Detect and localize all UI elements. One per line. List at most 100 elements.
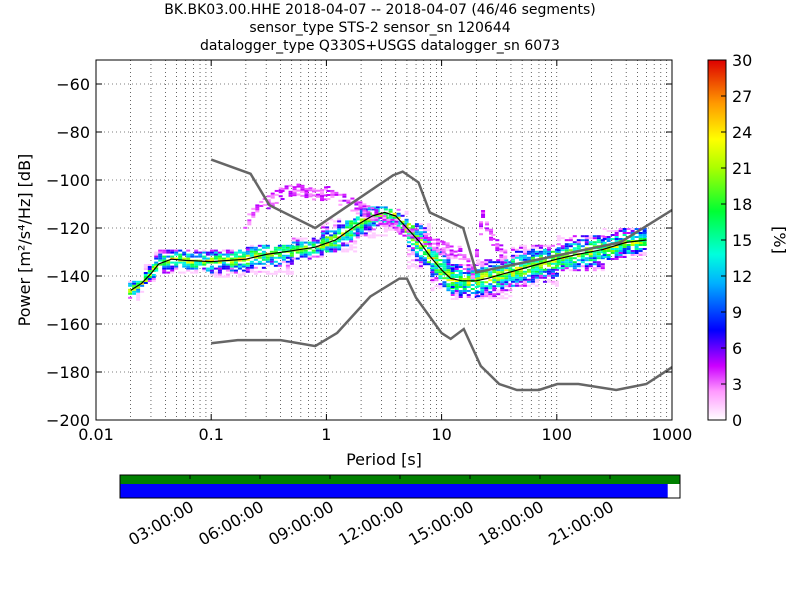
y-axis-label: Power [m²/s⁴/Hz] [dB] [15, 154, 34, 327]
histogram-cell [426, 241, 431, 244]
histogram-cell [225, 269, 230, 272]
histogram-cell [166, 251, 171, 254]
histogram-cell [414, 255, 419, 258]
histogram-cell [504, 275, 509, 278]
histogram-cell [560, 265, 565, 268]
histogram-cell [326, 198, 331, 200]
histogram-cell [602, 246, 607, 248]
histogram-cell [450, 282, 455, 284]
histogram-cell [281, 256, 286, 259]
histogram-cell [320, 197, 325, 200]
histogram-cell [337, 230, 342, 233]
histogram-cell [288, 194, 293, 197]
colorbar-tick-label: 21 [732, 159, 752, 178]
histogram-cell [213, 253, 218, 256]
histogram-cell [406, 253, 411, 256]
histogram-cell [198, 253, 203, 256]
histogram-cell [257, 244, 262, 247]
histogram-cell [428, 236, 433, 239]
histogram-cell [418, 267, 423, 270]
histogram-cell [568, 259, 573, 262]
histogram-cell [221, 267, 226, 270]
histogram-cell [202, 269, 207, 272]
histogram-cell [584, 243, 589, 246]
histogram-cell [374, 219, 379, 222]
histogram-cell [345, 224, 350, 227]
histogram-cell [534, 272, 539, 275]
histogram-cell [510, 256, 515, 259]
histogram-cell [538, 254, 543, 257]
histogram-cell [514, 278, 519, 281]
histogram-cell [237, 251, 242, 254]
histogram-cell [398, 232, 403, 235]
histogram-cell [366, 213, 371, 216]
y-tick-label: −60 [56, 75, 90, 94]
histogram-cell [466, 286, 471, 288]
histogram-cell [329, 218, 334, 221]
histogram-cell [296, 185, 301, 188]
histogram-cell [202, 255, 207, 258]
histogram-cell [466, 268, 471, 270]
histogram-cell [479, 233, 484, 236]
histogram-cell [596, 267, 601, 270]
histogram-cell [522, 282, 527, 285]
histogram-cell [345, 248, 350, 251]
histogram-cell [496, 277, 501, 280]
histogram-cell [333, 234, 338, 237]
histogram-cell [296, 189, 301, 192]
histogram-cell [534, 254, 539, 257]
histogram-cell [466, 258, 471, 261]
histogram-cell [428, 238, 433, 241]
histogram-cell [462, 292, 467, 294]
histogram-cell [450, 257, 455, 260]
histogram-cell [337, 220, 342, 223]
histogram-cell [154, 251, 159, 254]
histogram-cell [174, 267, 179, 270]
histogram-cell [158, 253, 163, 256]
histogram-cell [504, 259, 509, 262]
histogram-cell [454, 288, 459, 290]
histogram-cell [353, 220, 358, 223]
histogram-cell [596, 255, 601, 258]
histogram-cell [333, 242, 338, 245]
histogram-cell [450, 279, 455, 282]
histogram-cell [470, 292, 475, 294]
histogram-cell [518, 246, 523, 249]
histogram-cell [430, 277, 435, 280]
histogram-cell [374, 217, 379, 220]
histogram-cell [422, 241, 427, 244]
histogram-cell [560, 263, 565, 266]
histogram-cell [151, 280, 156, 282]
histogram-cell [259, 200, 264, 203]
histogram-cell [337, 248, 342, 251]
histogram-cell [424, 236, 429, 239]
histogram-cell [345, 232, 350, 235]
timeline-tick-label: 21:00:00 [545, 497, 617, 549]
histogram-cell [441, 251, 446, 254]
histogram-cell [312, 198, 317, 201]
histogram-cell [492, 281, 497, 284]
histogram-cell [300, 190, 305, 193]
histogram-cell [634, 252, 639, 254]
histogram-cell [420, 237, 425, 240]
histogram-cell [378, 223, 383, 226]
histogram-cell [428, 244, 433, 247]
histogram-cell [370, 207, 375, 210]
histogram-cell [300, 194, 305, 197]
histogram-cell [140, 282, 145, 285]
histogram-cell [606, 248, 611, 250]
histogram-cell [277, 264, 282, 267]
y-tick-label: −140 [46, 267, 90, 286]
histogram-cell [430, 279, 435, 282]
histogram-cell [303, 253, 308, 256]
histogram-cell [396, 224, 401, 227]
histogram-cell [434, 265, 439, 268]
histogram-cell [140, 284, 145, 287]
histogram-cell [491, 238, 496, 240]
histogram-cell [265, 272, 270, 275]
histogram-cell [241, 251, 246, 254]
histogram-cell [508, 273, 513, 276]
histogram-cell [174, 253, 179, 256]
histogram-cell [470, 264, 475, 266]
histogram-cell [410, 265, 415, 268]
